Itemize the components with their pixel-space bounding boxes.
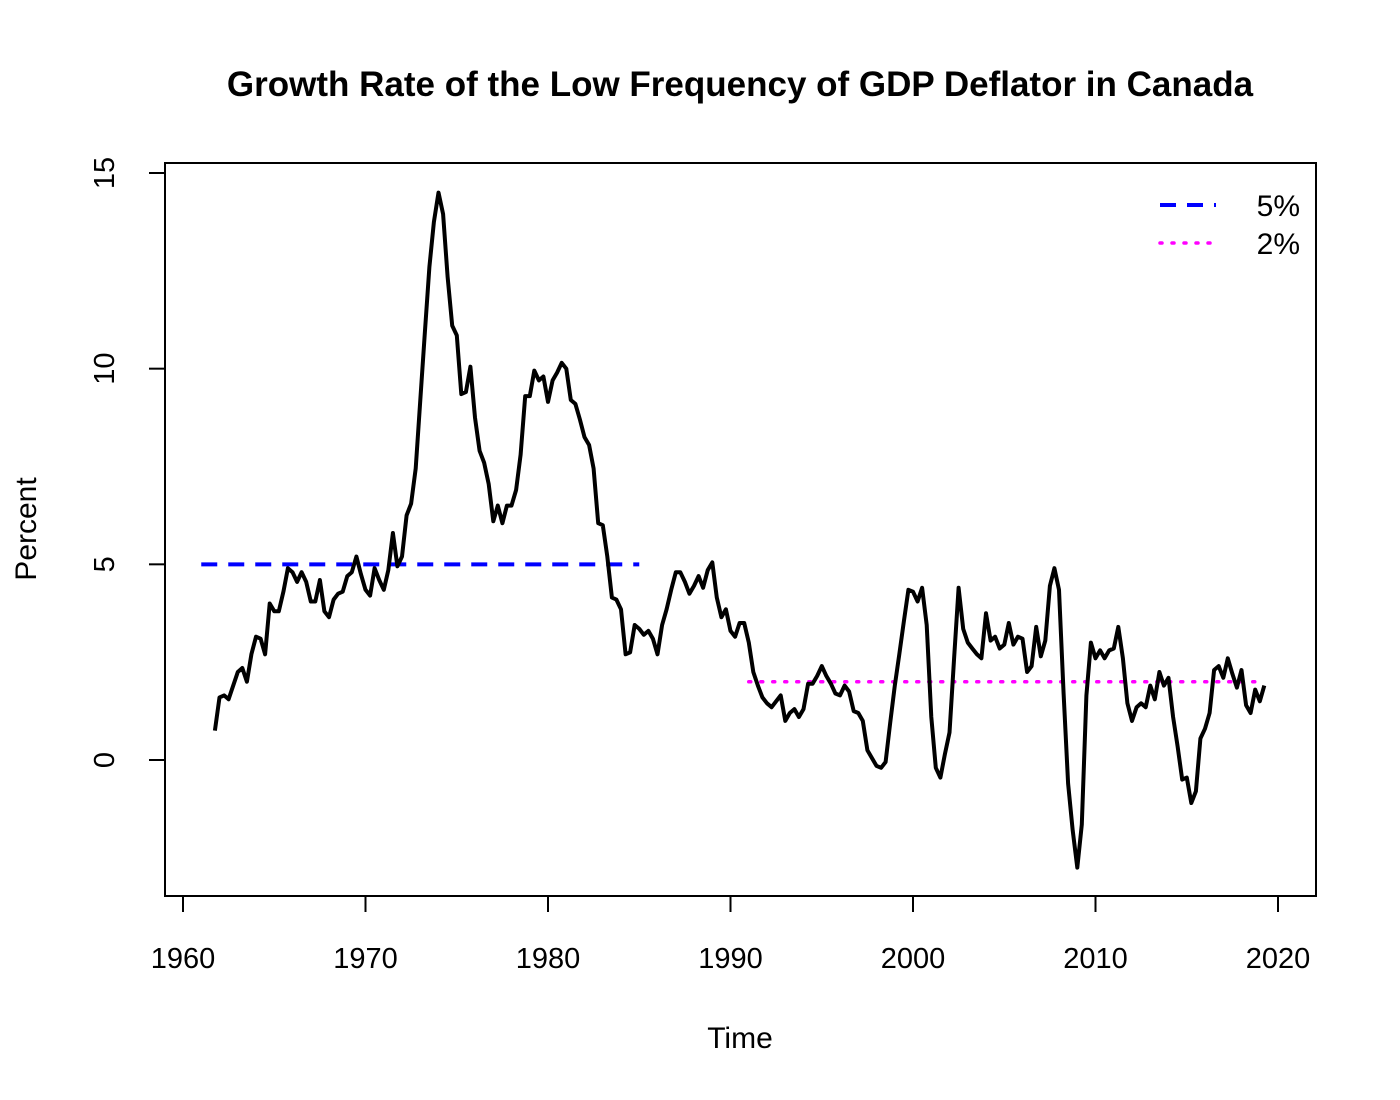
x-tick-label: 2010 [1063,943,1128,975]
legend-label: 5% [1257,190,1300,223]
reference-lines [201,562,1267,684]
x-axis-label: Time [707,1022,773,1055]
y-tick-label: 10 [89,353,121,385]
series-line [212,190,1267,870]
x-tick-label: 1960 [151,943,216,975]
x-tick-label: 1970 [333,943,398,975]
y-tick-label: 5 [89,556,121,572]
y-tick-label: 15 [89,157,121,189]
x-tick-label: 1980 [516,943,581,975]
y-axis-label: Percent [10,477,43,581]
legend-label: 2% [1257,228,1300,261]
y-axis: 0 5 10 15 [89,157,166,768]
x-tick-label: 1990 [698,943,763,975]
x-tick-label: 2020 [1246,943,1311,975]
plot-frame [164,162,1317,897]
x-tick-label: 2000 [881,943,946,975]
y-tick-label: 0 [89,752,121,768]
chart-title: Growth Rate of the Low Frequency of GDP … [227,65,1254,104]
legend: 5%2% [1158,190,1300,261]
x-axis: 1960 1970 1980 1990 2000 2010 2020 [151,895,1311,975]
